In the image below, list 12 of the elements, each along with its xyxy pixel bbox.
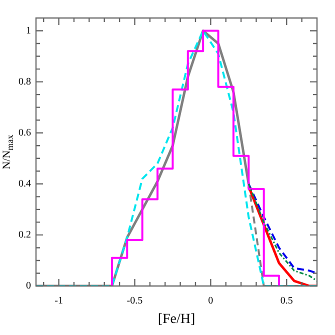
y-tick-label: 0.2 [18, 230, 31, 241]
x-axis-title: [Fe/H] [156, 312, 196, 328]
y-tick-label: 0.8 [18, 76, 31, 88]
y-tick-label: 0 [26, 280, 31, 292]
x-tick-label: -1 [54, 296, 63, 307]
x-tick-label: 0.5 [280, 296, 293, 307]
line-series [36, 30, 317, 286]
x-tick-label: 0 [208, 296, 214, 307]
y-tick-label: 0.4 [18, 178, 31, 190]
y-tick-label: 0.6 [18, 127, 31, 138]
y-tick-label: 1 [26, 25, 31, 36]
x-tick-label: -0.5 [126, 296, 143, 307]
